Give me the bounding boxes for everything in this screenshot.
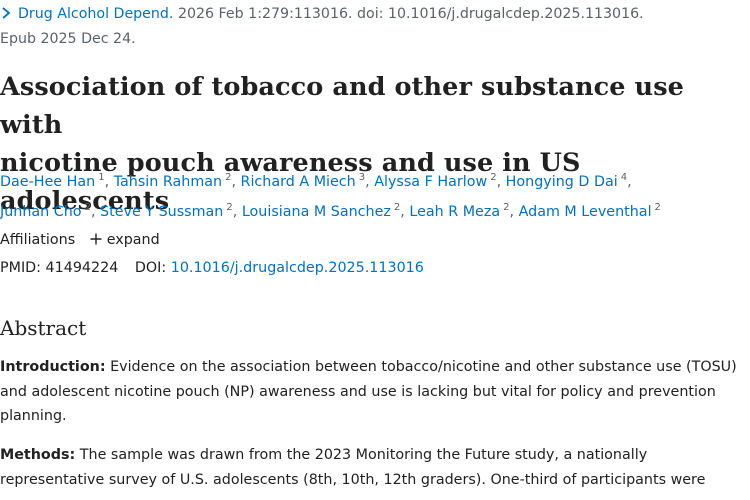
author-item: Tahsin Rahman 2 (113, 172, 232, 190)
author-link[interactable]: Tahsin Rahman (113, 174, 223, 190)
affiliation-number[interactable]: 1 (98, 172, 105, 183)
pmid-value: 41494224 (45, 260, 119, 276)
methods-text-line-2: representative survey of U.S. adolescent… (0, 471, 706, 488)
chevron-right-icon (2, 7, 11, 19)
abstract-heading: Abstract (0, 316, 87, 340)
doi-label: DOI: (134, 260, 167, 276)
author-item: Hongying D Dai 4 (505, 172, 628, 190)
author-link[interactable]: Junhan Cho (0, 204, 82, 220)
identifiers-row: PMID: 41494224 DOI: 10.1016/j.drugalcdep… (0, 258, 424, 278)
affiliation-number[interactable]: 2 (490, 172, 497, 183)
author-item: Richard A Miech 3 (240, 172, 366, 190)
affiliations-row: Affiliations expand (0, 230, 160, 250)
affiliation-number[interactable]: 2 (503, 202, 510, 213)
pmid-label: PMID: (0, 260, 41, 276)
affiliation-number[interactable]: 2 (393, 202, 401, 213)
author-link[interactable]: Alyssa F Harlow (374, 174, 488, 190)
author-item: Dae-Hee Han 1 (0, 172, 105, 190)
introduction-text-line-1: Evidence on the association between toba… (105, 359, 737, 375)
affiliations-label: Affiliations (0, 232, 76, 248)
title-line-1: Association of tobacco and other substan… (0, 72, 684, 140)
plus-icon (90, 233, 102, 245)
methods-text-line-1: The sample was drawn from the 2023 Monit… (75, 447, 648, 463)
author-item: Steve Y Sussman 2 (100, 202, 233, 220)
affiliation-number[interactable]: 2 (84, 202, 91, 213)
epub-date: Epub 2025 Dec 24. (0, 31, 136, 47)
author-item: Junhan Cho 2 (0, 202, 91, 220)
author-link[interactable]: Richard A Miech (240, 174, 356, 190)
methods-label: Methods: (0, 447, 76, 463)
citation-details: 2026 Feb 1:279:113016. doi: 10.1016/j.dr… (177, 6, 644, 22)
affiliation-number[interactable]: 4 (620, 172, 628, 183)
abstract-introduction: Introduction: Evidence on the associatio… (0, 355, 750, 429)
abstract-methods: Methods: The sample was drawn from the 2… (0, 443, 750, 492)
author-link[interactable]: Adam M Leventhal (518, 204, 652, 220)
affiliation-number[interactable]: 2 (654, 202, 661, 213)
author-list: Dae-Hee Han 1, Tahsin Rahman 2, Richard A … (0, 172, 661, 220)
affiliation-number[interactable]: 2 (226, 202, 233, 213)
introduction-text-line-3: planning. (0, 408, 67, 424)
article-title: Association of tobacco and other substan… (0, 68, 750, 220)
introduction-text-line-2: and adolescent nicotine pouch (NP) aware… (0, 383, 716, 400)
expand-label: expand (106, 232, 160, 248)
author-item: Adam M Leventhal 2 (518, 202, 661, 220)
title-line-2: nicotine pouch awareness and use in US a… (0, 148, 581, 216)
affiliation-number[interactable]: 2 (225, 172, 232, 183)
author-item: Leah R Meza 2 (409, 202, 510, 220)
author-link[interactable]: Louisiana M Sanchez (241, 204, 391, 220)
journal-link[interactable]: Drug Alcohol Depend. (18, 6, 174, 22)
affiliation-number[interactable]: 3 (358, 172, 366, 183)
author-link[interactable]: Hongying D Dai (505, 174, 618, 190)
author-link[interactable]: Dae-Hee Han (0, 174, 96, 190)
citation-line: Drug Alcohol Depend. 2026 Feb 1:279:1130… (0, 4, 644, 24)
expand-affiliations-button[interactable]: expand (90, 232, 160, 248)
doi-link[interactable]: 10.1016/j.drugalcdep.2025.113016 (170, 260, 424, 276)
author-item: Louisiana M Sanchez 2 (241, 202, 401, 220)
author-link[interactable]: Steve Y Sussman (100, 204, 224, 220)
introduction-label: Introduction: (0, 359, 106, 375)
author-item: Alyssa F Harlow 2 (374, 172, 497, 190)
author-link[interactable]: Leah R Meza (409, 204, 501, 220)
